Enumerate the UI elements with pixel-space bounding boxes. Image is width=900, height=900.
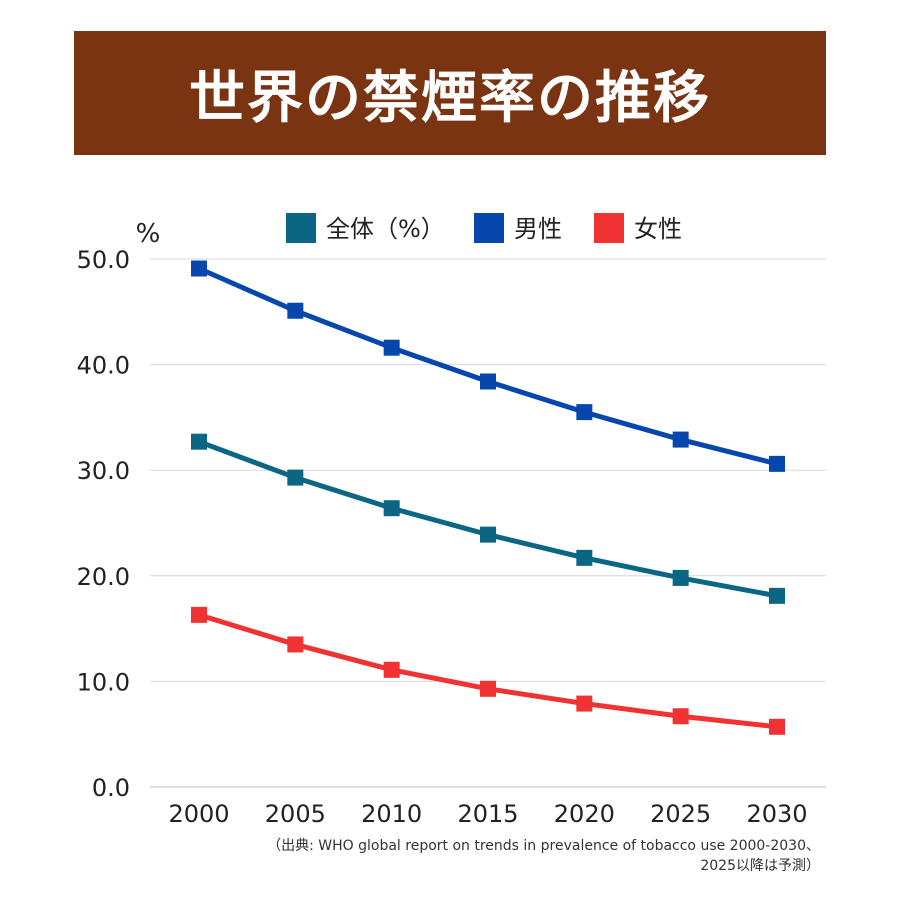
- source-note: （出典: WHO global report on trends in prev…: [120, 836, 820, 876]
- axes: 0.0 10.0 20.0 30.0 40.0 50.0% 2000 2005 2010 2015…: [77, 219, 808, 828]
- x-tick-label: 2010: [361, 800, 422, 828]
- data-point-marker: [480, 680, 496, 697]
- data-point-marker: [672, 708, 689, 725]
- data-point-marker: [672, 431, 689, 448]
- y-tick-label: 50.0: [77, 246, 130, 274]
- data-point-marker: [287, 636, 304, 653]
- series-line: [196, 612, 780, 730]
- data-point-marker: [769, 718, 785, 735]
- y-axis-label: %: [136, 219, 161, 249]
- chart-title: 世界の禁煙率の推移: [189, 65, 711, 131]
- x-tick-label: 2015: [457, 800, 518, 828]
- legend-label: 男性: [514, 215, 562, 243]
- y-tick-label: 0.0: [92, 774, 130, 802]
- legend-swatch: [474, 213, 504, 243]
- y-tick-label: 10.0: [77, 668, 130, 696]
- data-point-marker: [769, 455, 785, 472]
- legend-swatch: [594, 213, 624, 243]
- series-lines: [191, 260, 785, 735]
- legend-label: 全体（%）: [326, 215, 445, 243]
- y-tick-label: 30.0: [77, 457, 130, 485]
- data-point-marker: [191, 606, 207, 623]
- data-point-marker: [191, 260, 207, 277]
- data-point-marker: [287, 302, 304, 319]
- data-point-marker: [191, 433, 207, 450]
- series-line: [196, 439, 780, 599]
- data-point-marker: [576, 549, 593, 566]
- data-point-marker: [576, 695, 593, 712]
- series-line: [196, 266, 780, 467]
- data-point-marker: [383, 661, 400, 678]
- series-0: [191, 433, 785, 604]
- data-point-marker: [287, 469, 304, 486]
- data-point-marker: [383, 500, 400, 517]
- x-tick-label: 2025: [650, 800, 711, 828]
- gridlines: [150, 258, 826, 788]
- data-point-marker: [769, 587, 785, 604]
- data-point-marker: [480, 373, 496, 390]
- legend: 全体（%） 男性 女性: [286, 213, 682, 243]
- source-line-1: （出典: WHO global report on trends in prev…: [267, 838, 820, 854]
- data-point-marker: [576, 404, 593, 421]
- legend-swatch: [286, 213, 316, 243]
- source-line-2: 2025以降は予測）: [700, 858, 820, 874]
- data-point-marker: [383, 339, 400, 356]
- series-1: [191, 260, 785, 472]
- y-tick-label: 40.0: [77, 352, 130, 380]
- x-tick-label: 2030: [746, 800, 807, 828]
- x-tick-label: 2005: [265, 800, 326, 828]
- data-point-marker: [672, 569, 689, 586]
- title-banner: 世界の禁煙率の推移: [74, 31, 826, 155]
- x-tick-label: 2000: [168, 800, 229, 828]
- data-point-marker: [480, 526, 496, 543]
- y-tick-label: 20.0: [77, 563, 130, 591]
- legend-label: 女性: [634, 215, 682, 243]
- x-tick-label: 2020: [554, 800, 615, 828]
- series-2: [191, 606, 785, 735]
